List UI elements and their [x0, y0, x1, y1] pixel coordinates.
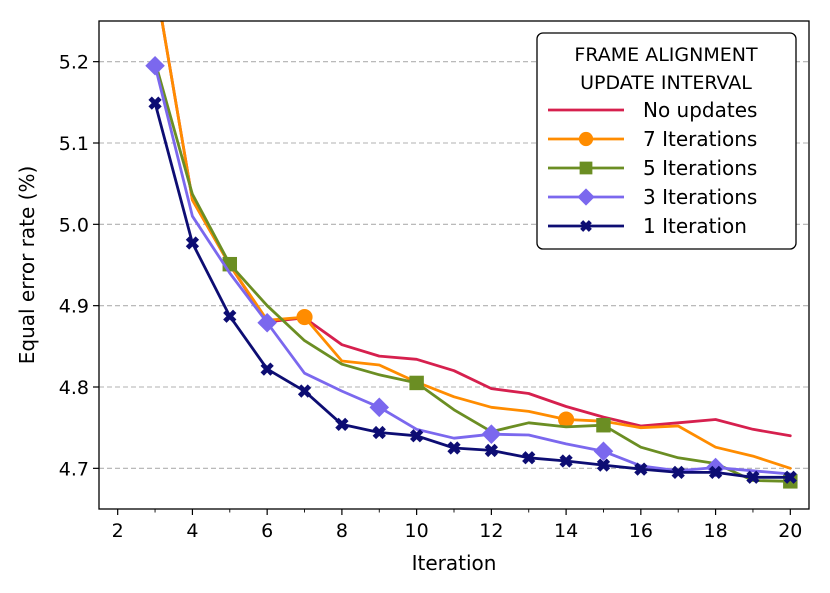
data-point [185, 236, 200, 250]
series-line [153, 64, 792, 476]
legend-label: 1 Iteration [643, 214, 747, 238]
data-point [783, 470, 797, 484]
data-point [410, 429, 424, 443]
legend: FRAME ALIGNMENT UPDATE INTERVAL No updat… [536, 32, 797, 250]
y-tick-label: 5.2 [59, 52, 89, 74]
x-tick-label: 8 [336, 520, 348, 542]
x-tick-label: 6 [261, 520, 273, 542]
legend-marker [577, 188, 595, 206]
data-point [596, 458, 611, 472]
data-point [145, 55, 165, 76]
legend-entries: No updates 7 Iterations 5 Iterations 3 Iter… [548, 98, 757, 238]
data-point [671, 465, 685, 480]
data-point [148, 96, 162, 110]
data-point [297, 384, 312, 398]
data-point [369, 397, 390, 418]
data-point [559, 454, 573, 468]
x-tick-label: 16 [629, 520, 653, 542]
legend-label: 5 Iterations [643, 156, 757, 180]
data-point [372, 425, 386, 440]
y-tick-label: 4.7 [59, 458, 89, 480]
legend-marker [579, 161, 593, 175]
x-tick-label: 18 [703, 520, 727, 542]
x-tick-label: 10 [405, 520, 429, 542]
tick-layer: 4.7 4.8 4.9 5.0 5.1 5.2 2 4 6 8 10 12 14 16 18 20 [59, 52, 803, 542]
y-tick-label: 4.8 [59, 377, 89, 399]
y-tick-label: 4.9 [59, 296, 89, 318]
x-axis-title: Iteration [412, 551, 497, 575]
legend-entry: 7 Iterations [548, 127, 757, 151]
legend-box [536, 32, 797, 250]
series-4 [145, 55, 792, 478]
series-2 [160, 21, 792, 470]
x-tick-label: 20 [778, 520, 802, 542]
legend-label: 7 Iterations [643, 127, 757, 151]
data-point [746, 470, 760, 484]
series-line [153, 101, 792, 479]
data-point [447, 441, 461, 455]
legend-title-line-2: UPDATE INTERVAL [580, 72, 752, 94]
legend-marker [578, 131, 594, 147]
x-tick-label: 2 [112, 520, 124, 542]
data-point [409, 375, 424, 391]
data-point [593, 441, 614, 462]
legend-entry: No updates [548, 98, 757, 122]
data-point [634, 462, 648, 476]
data-point [260, 362, 274, 376]
x-tick-label: 12 [479, 520, 503, 542]
data-point [708, 465, 723, 480]
legend-entry: 3 Iterations [548, 185, 757, 209]
data-point [335, 417, 349, 432]
grid-lines [99, 61, 809, 469]
legend-marker [580, 220, 592, 232]
y-tick-label: 5.0 [59, 214, 89, 236]
data-point [596, 418, 611, 433]
data-point [522, 451, 536, 465]
series-5 [148, 96, 797, 484]
legend-label: 3 Iterations [643, 185, 757, 209]
data-point [481, 424, 502, 444]
legend-title-line-1: FRAME ALIGNMENT [574, 44, 758, 66]
x-tick-label: 14 [554, 520, 578, 542]
series-layer [145, 21, 798, 489]
data-point [484, 443, 498, 458]
y-tick-label: 5.1 [59, 133, 89, 155]
series-line [160, 21, 792, 470]
legend-entry: 1 Iteration [548, 214, 747, 238]
x-tick-label: 4 [186, 520, 198, 542]
y-axis-title: Equal error rate (%) [15, 166, 39, 365]
legend-label: No updates [643, 98, 757, 122]
series-line [153, 60, 792, 483]
data-point [558, 411, 575, 428]
data-point [296, 308, 313, 326]
legend-entry: 5 Iterations [548, 156, 757, 180]
data-point [257, 312, 277, 333]
data-point [223, 309, 237, 323]
